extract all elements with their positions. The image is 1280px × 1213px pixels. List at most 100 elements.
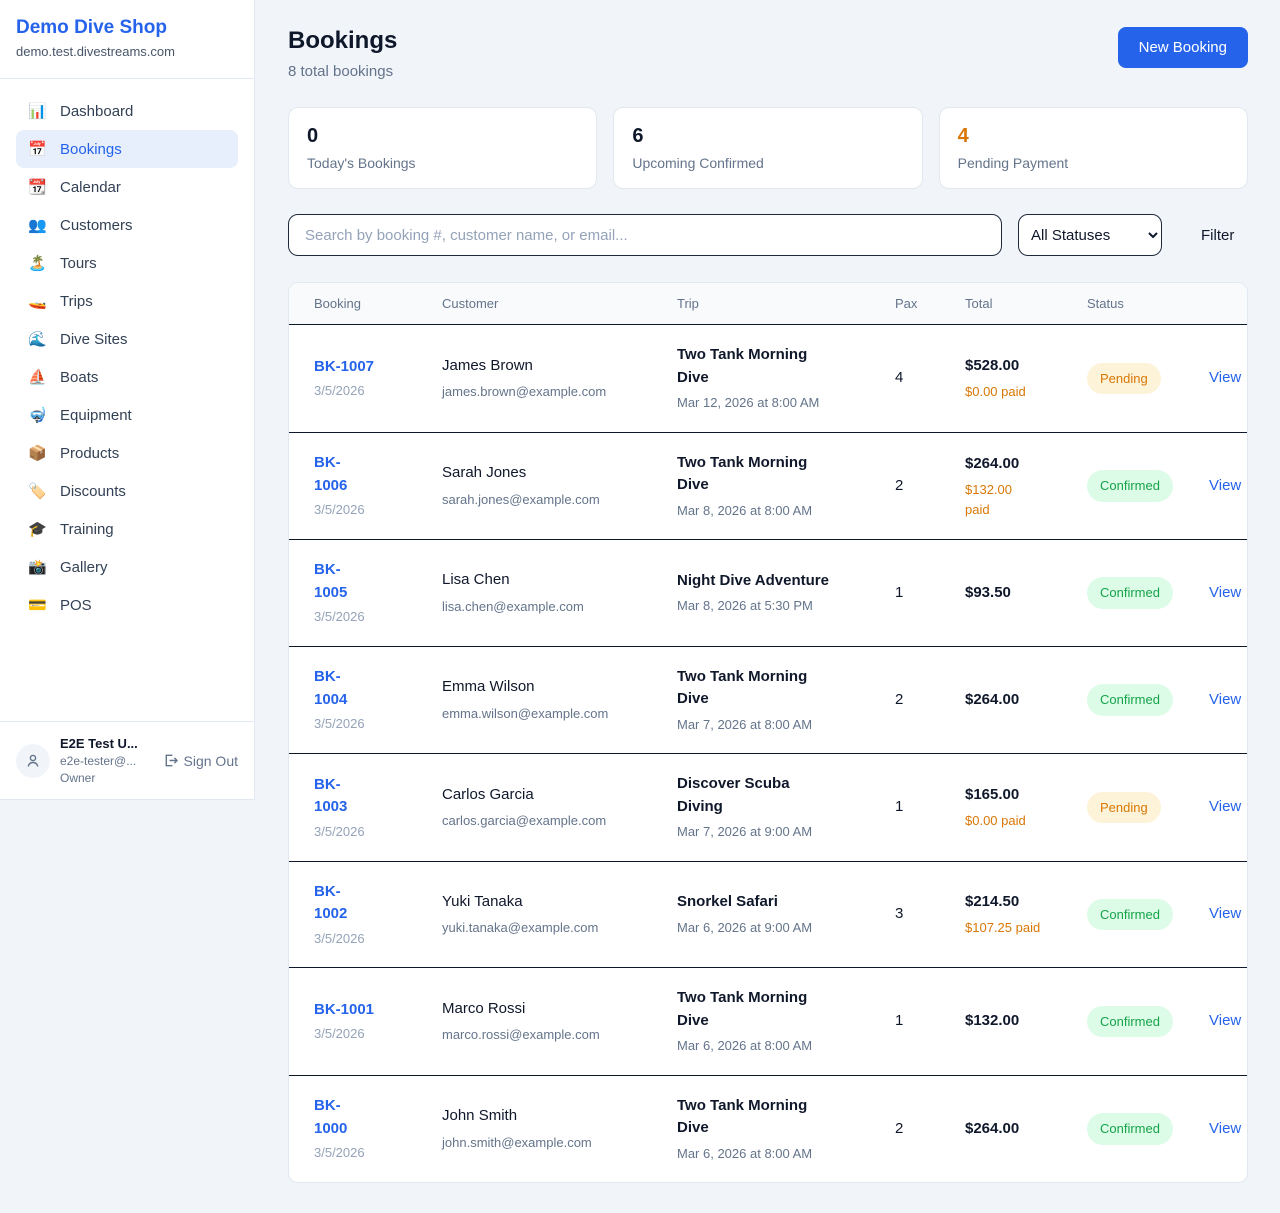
trip-datetime: Mar 6, 2026 at 8:00 AM bbox=[677, 1145, 813, 1161]
sidebar-item-tours[interactable]: 🏝️ Tours bbox=[16, 244, 238, 282]
table-row: BK-1007 3/5/2026 James Brown james.brown… bbox=[289, 324, 1247, 433]
status-badge: Pending bbox=[1087, 791, 1161, 823]
booking-id-link[interactable]: BK- 1006 bbox=[314, 454, 348, 494]
discounts-icon: 🏷️ bbox=[28, 483, 47, 500]
sidebar-item-label: Boats bbox=[60, 368, 99, 386]
sidebar-item-label: POS bbox=[60, 596, 92, 614]
col-customer: Customer bbox=[426, 283, 661, 325]
customer-name: Sarah Jones bbox=[442, 464, 527, 482]
view-link[interactable]: View bbox=[1209, 905, 1242, 922]
booking-date: 3/5/2026 bbox=[314, 930, 365, 946]
sidebar-item-products[interactable]: 📦 Products bbox=[16, 434, 238, 472]
view-link[interactable]: View bbox=[1209, 690, 1242, 708]
table-row: BK-1001 3/5/2026 Marco Rossi marco.rossi… bbox=[289, 967, 1247, 1076]
booking-date: 3/5/2026 bbox=[314, 1145, 365, 1160]
sidebar-item-discounts[interactable]: 🏷️ Discounts bbox=[16, 472, 238, 510]
status-badge: Confirmed bbox=[1087, 1005, 1173, 1037]
trip-name: Night Dive Adventure bbox=[677, 571, 829, 589]
pax-count: 2 bbox=[895, 476, 904, 494]
view-link[interactable]: View bbox=[1209, 583, 1242, 601]
avatar bbox=[16, 743, 50, 778]
booking-id-link[interactable]: BK- 1002 bbox=[314, 882, 348, 923]
sidebar-item-training[interactable]: 🎓 Training bbox=[16, 510, 238, 548]
trip-datetime: Mar 7, 2026 at 9:00 AM bbox=[677, 824, 813, 839]
trip-datetime: Mar 6, 2026 at 8:00 AM bbox=[677, 1038, 813, 1053]
filter-button[interactable]: Filter bbox=[1195, 226, 1240, 245]
sign-out-button[interactable]: Sign Out bbox=[163, 753, 238, 769]
sidebar-item-label: Gallery bbox=[60, 558, 108, 576]
sidebar-item-dive-sites[interactable]: 🌊 Dive Sites bbox=[16, 320, 238, 358]
sidebar-item-equipment[interactable]: 🤿 Equipment bbox=[16, 396, 238, 434]
customers-icon: 👥 bbox=[28, 217, 47, 234]
stat-value: 6 bbox=[632, 125, 644, 147]
boats-icon: ⛵ bbox=[28, 369, 47, 386]
trip-datetime: Mar 7, 2026 at 8:00 AM bbox=[677, 716, 813, 732]
customer-name: Carlos Garcia bbox=[442, 785, 534, 803]
sidebar-item-gallery[interactable]: 📸 Gallery bbox=[16, 548, 238, 586]
stat-label: Pending Payment bbox=[957, 155, 1069, 171]
bookings-table: Booking Customer Trip Pax Total Status B… bbox=[289, 283, 1247, 1182]
page-subtitle: 8 total bookings bbox=[288, 63, 394, 80]
customer-name: Yuki Tanaka bbox=[442, 892, 523, 910]
booking-id-link[interactable]: BK-1007 bbox=[314, 357, 375, 375]
pax-count: 2 bbox=[895, 690, 904, 708]
trip-name: Two Tank Morning Dive bbox=[677, 346, 808, 386]
user-email: e2e-tester@... bbox=[60, 754, 137, 768]
sidebar-item-pos[interactable]: 💳 POS bbox=[16, 586, 238, 624]
trip-name: Snorkel Safari bbox=[677, 893, 778, 911]
customer-email: james.brown@example.com bbox=[442, 384, 607, 400]
search-input[interactable] bbox=[288, 214, 1002, 256]
sidebar-item-label: Equipment bbox=[60, 406, 132, 424]
sign-out-label: Sign Out bbox=[183, 752, 238, 769]
stat-label: Upcoming Confirmed bbox=[632, 155, 764, 171]
status-badge: Confirmed bbox=[1087, 1113, 1173, 1145]
booking-date: 3/5/2026 bbox=[314, 609, 365, 624]
sidebar-item-boats[interactable]: ⛵ Boats bbox=[16, 358, 238, 396]
booking-id-link[interactable]: BK- 1004 bbox=[314, 668, 348, 708]
total-amount: $264.00 bbox=[965, 454, 1020, 472]
status-select[interactable]: All Statuses bbox=[1018, 214, 1162, 256]
view-link[interactable]: View bbox=[1209, 369, 1242, 386]
col-trip: Trip bbox=[661, 283, 879, 325]
table-row: BK- 1000 3/5/2026 John Smith john.smith@… bbox=[289, 1075, 1247, 1182]
sidebar-item-label: Customers bbox=[60, 216, 133, 234]
sidebar-item-customers[interactable]: 👥 Customers bbox=[16, 206, 238, 244]
sidebar-item-dashboard[interactable]: 📊 Dashboard bbox=[16, 92, 238, 130]
total-amount: $93.50 bbox=[965, 583, 1011, 601]
trip-name: Two Tank Morning Dive bbox=[677, 989, 808, 1029]
trip-datetime: Mar 6, 2026 at 9:00 AM bbox=[677, 919, 813, 935]
trip-datetime: Mar 8, 2026 at 5:30 PM bbox=[677, 598, 813, 614]
booking-date: 3/5/2026 bbox=[314, 823, 365, 839]
col-pax: Pax bbox=[879, 283, 949, 325]
booking-id-link[interactable]: BK- 1000 bbox=[314, 1097, 348, 1137]
products-icon: 📦 bbox=[28, 445, 47, 462]
total-amount: $264.00 bbox=[965, 1119, 1020, 1137]
sidebar-item-bookings[interactable]: 📅 Bookings bbox=[16, 130, 238, 168]
stats-row: 0 Today's Bookings 6 Upcoming Confirmed … bbox=[288, 107, 1248, 189]
view-link[interactable]: View bbox=[1209, 1119, 1242, 1137]
sidebar-item-trips[interactable]: 🚤 Trips bbox=[16, 282, 238, 320]
booking-id-link[interactable]: BK-1001 bbox=[314, 1000, 375, 1018]
user-role: Owner bbox=[60, 771, 96, 785]
page-title: Bookings bbox=[288, 27, 398, 54]
paid-amount: $0.00 paid bbox=[965, 384, 1026, 400]
new-booking-button[interactable]: New Booking bbox=[1117, 27, 1248, 68]
sidebar-item-calendar[interactable]: 📆 Calendar bbox=[16, 168, 238, 206]
view-link[interactable]: View bbox=[1209, 798, 1242, 815]
user-name: E2E Test U... bbox=[60, 736, 138, 751]
pax-count: 3 bbox=[895, 905, 904, 922]
pax-count: 1 bbox=[895, 798, 904, 815]
view-link[interactable]: View bbox=[1209, 1012, 1242, 1029]
view-link[interactable]: View bbox=[1209, 476, 1242, 494]
trip-datetime: Mar 8, 2026 at 8:00 AM bbox=[677, 502, 813, 518]
training-icon: 🎓 bbox=[28, 521, 47, 538]
booking-id-link[interactable]: BK- 1005 bbox=[314, 561, 348, 601]
trip-datetime: Mar 12, 2026 at 8:00 AM bbox=[677, 395, 820, 410]
stat-card-upcoming-confirmed: 6 Upcoming Confirmed bbox=[613, 107, 923, 189]
customer-name: John Smith bbox=[442, 1107, 518, 1125]
customer-email: sarah.jones@example.com bbox=[442, 491, 600, 507]
gallery-icon: 📸 bbox=[28, 559, 47, 576]
dive-sites-icon: 🌊 bbox=[28, 331, 47, 348]
trips-icon: 🚤 bbox=[28, 293, 47, 310]
booking-id-link[interactable]: BK- 1003 bbox=[314, 775, 348, 816]
